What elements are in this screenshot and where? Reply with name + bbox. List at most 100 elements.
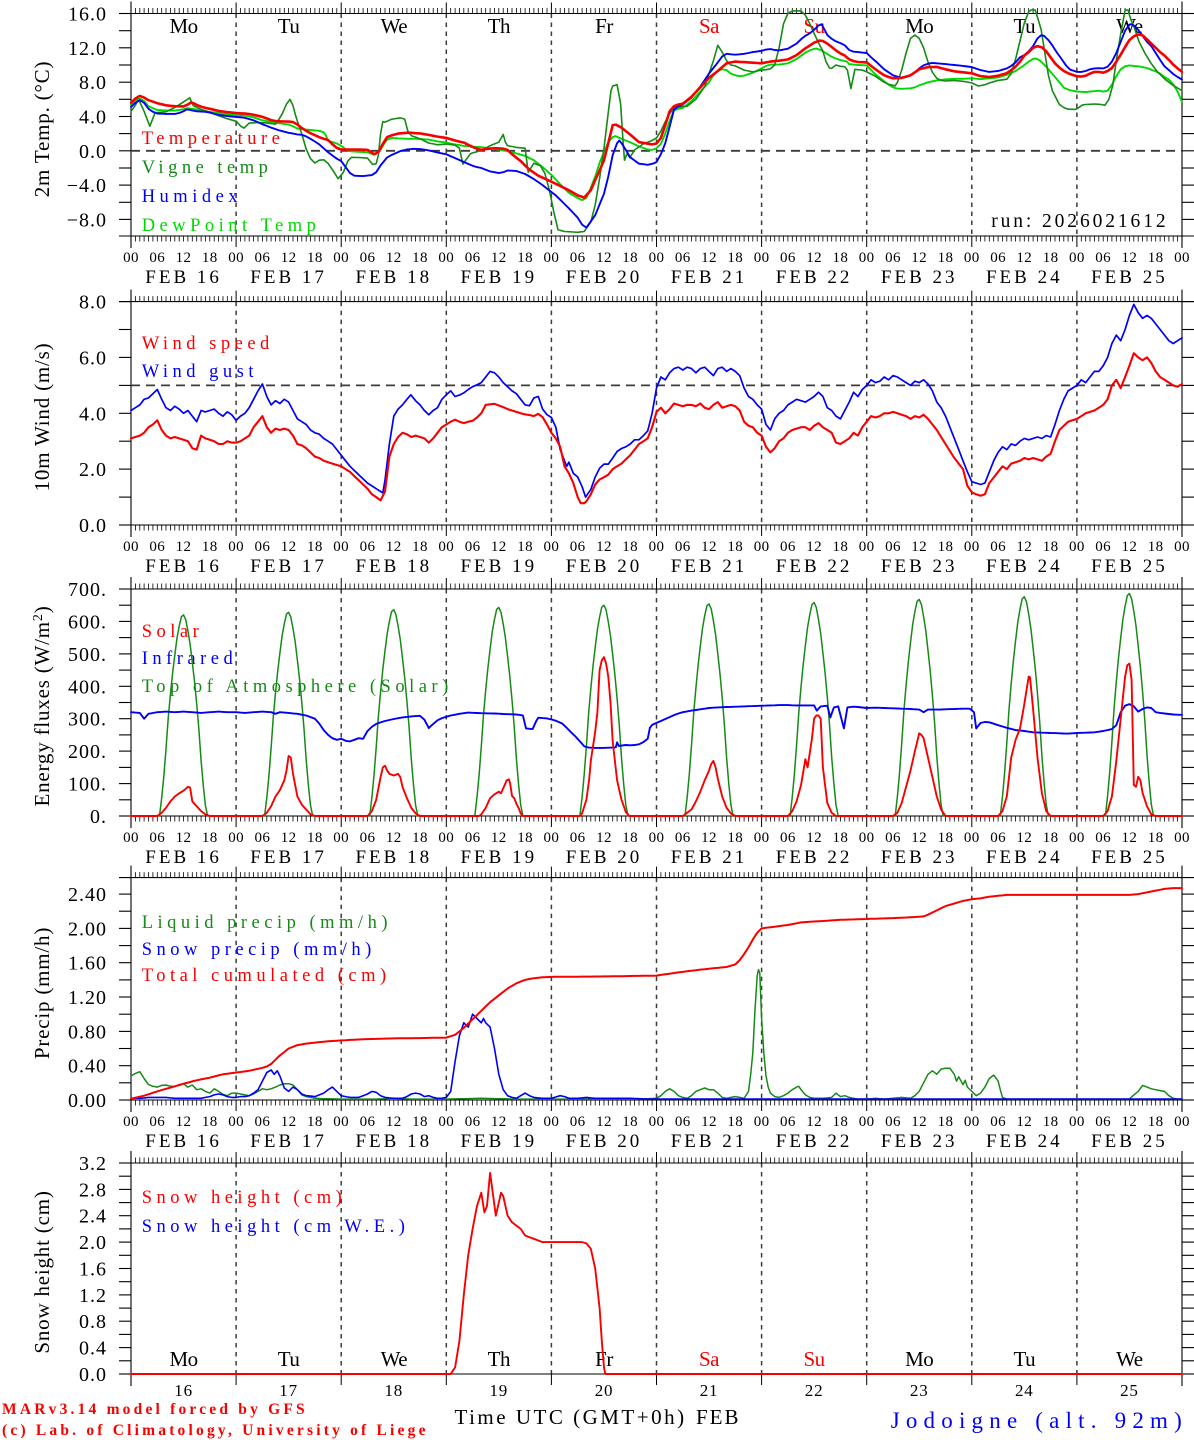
svg-text:18: 18 [1148,539,1164,555]
svg-text:12: 12 [701,830,717,846]
svg-text:FEB 20: FEB 20 [566,1131,643,1152]
svg-text:12: 12 [806,539,822,555]
svg-text:18: 18 [832,1114,848,1130]
svg-text:18: 18 [202,539,218,555]
svg-text:2.0: 2.0 [79,459,107,481]
svg-text:18: 18 [1148,1114,1164,1130]
svg-text:18: 18 [517,539,533,555]
svg-text:12: 12 [386,250,402,266]
svg-text:1.20: 1.20 [68,987,107,1009]
svg-text:500.: 500. [68,644,107,666]
svg-text:24: 24 [1015,1381,1034,1400]
svg-text:00: 00 [333,539,349,555]
svg-text:06: 06 [1095,830,1111,846]
svg-text:21: 21 [700,1381,719,1400]
svg-text:FEB 18: FEB 18 [355,556,432,577]
svg-text:FEB 17: FEB 17 [250,1131,327,1152]
svg-text:18: 18 [622,250,638,266]
svg-text:00: 00 [754,1114,770,1130]
svg-text:00: 00 [228,830,244,846]
svg-text:1.60: 1.60 [68,953,107,975]
svg-text:12: 12 [281,250,297,266]
svg-text:4.0: 4.0 [79,107,107,129]
svg-text:FEB: FEB [696,1405,741,1429]
svg-text:FEB 23: FEB 23 [881,267,958,288]
svg-text:Snow height (cm): Snow height (cm) [30,1190,54,1353]
svg-text:FEB 19: FEB 19 [460,847,537,868]
svg-text:Sa: Sa [699,14,720,38]
svg-text:22: 22 [805,1381,824,1400]
svg-text:06: 06 [360,539,376,555]
svg-text:FEB 21: FEB 21 [671,267,748,288]
svg-text:18: 18 [307,539,323,555]
svg-text:00: 00 [543,830,559,846]
svg-text:FEB 18: FEB 18 [355,1131,432,1152]
svg-text:12: 12 [176,1114,192,1130]
svg-text:18: 18 [727,250,743,266]
svg-text:FEB 25: FEB 25 [1091,267,1168,288]
svg-text:06: 06 [465,539,481,555]
svg-text:06: 06 [254,1114,270,1130]
svg-text:00: 00 [754,830,770,846]
svg-text:0.4: 0.4 [79,1338,107,1360]
svg-text:FEB 25: FEB 25 [1091,847,1168,868]
svg-text:Time UTC (GMT+0h): Time UTC (GMT+0h) [455,1405,687,1429]
svg-text:Snow height (cm): Snow height (cm) [142,1188,347,1208]
svg-text:00: 00 [964,250,980,266]
svg-text:00: 00 [438,1114,454,1130]
svg-text:12: 12 [491,1114,507,1130]
svg-text:MARv3.14 model forced by GFS: MARv3.14 model forced by GFS [2,1401,308,1418]
svg-text:18: 18 [1043,250,1059,266]
svg-text:2m Temp. (°C): 2m Temp. (°C) [30,61,54,198]
svg-text:Tu: Tu [278,14,301,38]
svg-text:00: 00 [123,830,139,846]
svg-text:FEB 18: FEB 18 [355,267,432,288]
svg-text:06: 06 [570,539,586,555]
svg-text:12.0: 12.0 [68,38,107,60]
svg-text:06: 06 [885,539,901,555]
svg-text:18: 18 [307,250,323,266]
svg-text:06: 06 [254,250,270,266]
svg-text:Fr: Fr [595,14,613,38]
svg-text:Su: Su [804,14,826,38]
svg-text:12: 12 [281,1114,297,1130]
svg-text:Mo: Mo [170,14,198,38]
svg-text:Wind gust: Wind gust [142,362,258,382]
svg-text:00: 00 [228,539,244,555]
svg-text:Tu: Tu [278,1347,301,1371]
svg-text:00: 00 [859,539,875,555]
svg-text:18: 18 [412,1114,428,1130]
svg-text:FEB 16: FEB 16 [145,847,222,868]
svg-text:00: 00 [333,830,349,846]
svg-text:FEB 19: FEB 19 [460,1131,537,1152]
svg-text:0.0: 0.0 [79,141,107,163]
svg-text:0.: 0. [90,806,107,828]
svg-text:16.0: 16.0 [68,4,107,26]
svg-text:FEB 24: FEB 24 [986,556,1063,577]
svg-text:18: 18 [517,250,533,266]
svg-text:2.0: 2.0 [79,1232,107,1254]
svg-text:06: 06 [149,1114,165,1130]
svg-text:12: 12 [176,539,192,555]
svg-text:06: 06 [149,830,165,846]
svg-text:06: 06 [675,1114,691,1130]
svg-text:12: 12 [596,830,612,846]
svg-text:Snow precip (mm/h): Snow precip (mm/h) [142,940,376,960]
svg-text:FEB 21: FEB 21 [671,1131,748,1152]
svg-text:06: 06 [990,1114,1006,1130]
svg-text:00: 00 [228,1114,244,1130]
svg-text:FEB 25: FEB 25 [1091,556,1168,577]
svg-text:(c) Lab. of Climatology, Unive: (c) Lab. of Climatology, University of L… [2,1422,429,1439]
svg-text:Tu: Tu [1014,14,1037,38]
svg-text:12: 12 [1016,830,1032,846]
svg-text:00: 00 [964,1114,980,1130]
svg-text:4.0: 4.0 [79,403,107,425]
svg-text:00: 00 [649,830,665,846]
svg-text:06: 06 [570,1114,586,1130]
svg-text:FEB 24: FEB 24 [986,847,1063,868]
svg-text:06: 06 [885,1114,901,1130]
svg-text:00: 00 [859,830,875,846]
svg-text:18: 18 [938,830,954,846]
svg-text:00: 00 [649,539,665,555]
svg-text:00: 00 [438,539,454,555]
